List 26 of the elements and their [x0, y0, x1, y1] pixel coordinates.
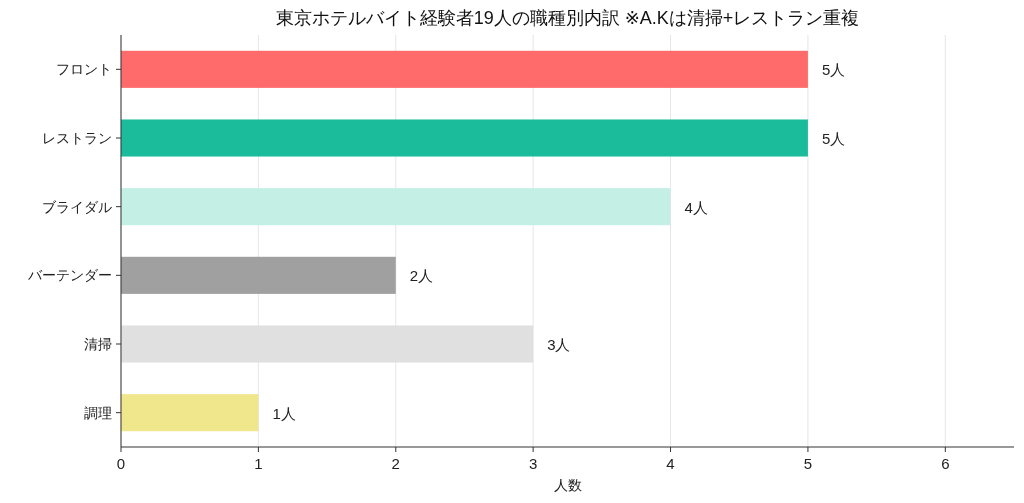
- y-tick-label: 清掃: [84, 336, 112, 352]
- y-tick-label: バーテンダー: [27, 267, 112, 284]
- data-label: 5人: [821, 130, 846, 147]
- data-label: 2人: [409, 267, 434, 285]
- x-tick-label: 6: [941, 455, 950, 472]
- y-tick-label: フロント: [56, 61, 112, 78]
- data-label: 5人: [821, 61, 846, 79]
- bar: [121, 50, 808, 88]
- bar: [121, 119, 808, 157]
- bar: [121, 188, 671, 226]
- data-label: 3人: [547, 336, 571, 353]
- bar: [121, 256, 396, 294]
- data-label: 1人: [272, 404, 296, 422]
- y-tick-label: レストラン: [42, 130, 112, 146]
- x-axis-title: 人数: [553, 477, 582, 493]
- x-tick-label: 4: [666, 455, 675, 472]
- x-tick-label: 2: [391, 455, 400, 472]
- x-tick-label: 5: [803, 455, 813, 472]
- y-tick-label: 調理: [84, 404, 112, 421]
- x-tick-label: 0: [116, 455, 126, 472]
- y-tick-label: ブライダル: [42, 198, 112, 215]
- x-tick-label: 3: [528, 455, 538, 472]
- bar: [121, 394, 259, 432]
- x-tick-label: 1: [254, 455, 263, 472]
- data-label: 4人: [684, 198, 708, 216]
- chart-title: 東京ホテルバイト経験者19人の職種別内訳 ※A.Kは清掃+レストラン重複: [275, 8, 860, 28]
